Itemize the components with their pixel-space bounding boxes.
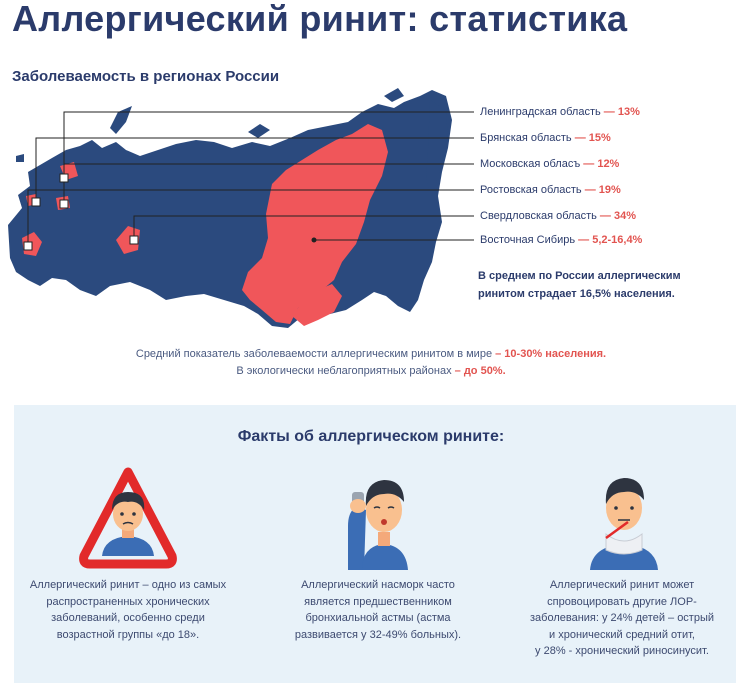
- world-note-line-1: Средний показатель заболеваемости аллерг…: [0, 346, 742, 363]
- fact-line: возрастной группы «до 18».: [56, 628, 200, 641]
- fact-text-2: Аллергический насморк часто является пре…: [268, 577, 488, 643]
- region-name: Ростовская область: [480, 184, 582, 196]
- fact-line: заболевания: у 24% детей – острый: [529, 612, 715, 624]
- fact-line: бронхиальной астмы (астма: [305, 612, 451, 624]
- person-scarf-thermometer-icon: [590, 478, 658, 570]
- region-label-rostov: Ростовская область — 19%: [480, 184, 621, 196]
- east-siberia-south: [292, 284, 342, 326]
- region-value: — 15%: [574, 132, 611, 144]
- fact-line: развивается у 32-49% больных).: [294, 628, 462, 641]
- region-name: Московская обласъ: [480, 158, 581, 170]
- fact-text-3: Аллергический ринит может спровоцировать…: [512, 577, 732, 660]
- world-note-value: – до 50%.: [454, 365, 506, 377]
- fact-line: и хронический средний отит,: [549, 628, 695, 641]
- map-subtitle: Заболеваемость в регионах России: [12, 68, 280, 85]
- island-north-shape: [248, 124, 270, 138]
- fact-line: заболеваний, особенно среди: [51, 612, 205, 624]
- fact-text-1: Аллергический ринит – одно из самых расп…: [18, 577, 238, 643]
- average-note: В среднем по России аллергическим ринито…: [478, 267, 718, 303]
- region-value: — 13%: [603, 106, 640, 118]
- fact-line: у 28% - хронический риносинусит.: [535, 645, 709, 657]
- warning-triangle-person-icon: [79, 467, 177, 569]
- world-note: Средний показатель заболеваемости аллерг…: [0, 346, 742, 380]
- region-name: Ленинградская область: [480, 106, 601, 118]
- fact-line: является предшественником: [304, 595, 452, 608]
- region-name: Свердловская область: [480, 210, 597, 222]
- fact-line: Аллергический ринит может: [549, 579, 695, 591]
- fact-line: Аллергический ринит – одно из самых: [29, 579, 227, 591]
- fact-line: распространенных хронических: [46, 595, 210, 608]
- region-markers: [23, 173, 139, 251]
- region-name: Брянская область: [480, 132, 572, 144]
- east-siberia-marker: [311, 237, 317, 243]
- east-siberia-region: [242, 124, 388, 324]
- leader-lines: [27, 111, 474, 246]
- fact-line: Аллергический насморк часто: [301, 579, 455, 591]
- person-inhaler-icon: [348, 480, 408, 570]
- world-note-line-2: В экологически неблагоприятных районах –…: [0, 363, 742, 380]
- kaliningrad-shape: [16, 154, 24, 162]
- russia-map: [8, 88, 474, 328]
- region-value: — 19%: [584, 184, 621, 196]
- average-note-line: ринитом страдает 16,5% населения.: [478, 288, 675, 300]
- region-value: — 12%: [583, 158, 620, 170]
- novaya-zemlya-shape: [110, 106, 132, 134]
- world-note-text: В экологически неблагоприятных районах: [236, 365, 452, 377]
- region-label-east-siberia: Восточная Сибирь — 5,2-16,4%: [480, 234, 642, 246]
- region-label-moscow: Московская обласъ — 12%: [480, 158, 619, 170]
- region-name: Восточная Сибирь: [480, 234, 576, 246]
- world-note-text: Средний показатель заболеваемости аллерг…: [135, 348, 493, 360]
- page-title: Аллергический ринит: статистика: [12, 0, 628, 39]
- region-value: — 34%: [599, 210, 636, 222]
- region-label-bryansk: Брянская область — 15%: [480, 132, 611, 144]
- fact-line: спровоцировать другие ЛОР-: [547, 595, 697, 608]
- kamchatka-shape: [426, 100, 448, 196]
- island-north2-shape: [384, 88, 404, 102]
- world-note-value: – 10-30% населения.: [495, 348, 607, 360]
- region-label-sverdlovsk: Свердловская область — 34%: [480, 210, 636, 222]
- region-value: — 5,2-16,4%: [578, 234, 643, 246]
- russia-landmass: [8, 90, 452, 328]
- region-label-leningrad: Ленинградская область — 13%: [480, 106, 640, 118]
- average-note-line: В среднем по России аллергическим: [478, 270, 681, 282]
- facts-title: Факты об аллергическом рините:: [237, 428, 505, 445]
